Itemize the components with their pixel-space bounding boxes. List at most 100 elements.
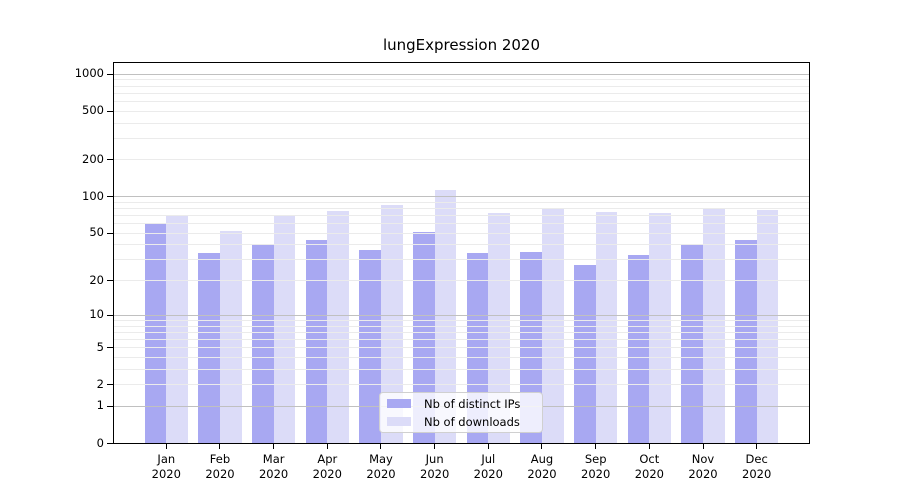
- x-tick-label-feb: Feb 2020: [190, 452, 250, 482]
- minor-gridline-600: [113, 100, 810, 102]
- x-tick-label-year-aug: 2020: [527, 467, 557, 481]
- y-tick-label-20: 20: [89, 272, 104, 287]
- x-tick-label-apr: Apr 2020: [297, 452, 357, 482]
- minor-gridline-60: [113, 223, 810, 225]
- x-tick-label-year-jun: 2020: [420, 467, 450, 481]
- x-tick-label-year-nov: 2020: [688, 467, 718, 481]
- bar-nb-of-distinct-ips-oct: [627, 254, 650, 444]
- x-tick-aug: [541, 444, 543, 449]
- x-tick-label-month-jul: Jul: [481, 452, 496, 466]
- x-tick-label-year-mar: 2020: [258, 467, 289, 481]
- x-tick-oct: [648, 444, 650, 449]
- legend-swatch-downloads: [387, 416, 411, 427]
- grid-layer: [113, 62, 810, 444]
- x-tick-label-jul: Jul 2020: [458, 452, 518, 482]
- bar-nb-of-distinct-ips-nov: [681, 244, 703, 444]
- x-tick-label-month-may: May: [369, 452, 393, 466]
- bar-nb-of-distinct-ips-jan: [144, 222, 167, 444]
- x-tick-feb: [219, 444, 221, 449]
- y-tick-label-50: 50: [89, 225, 104, 240]
- x-tick-label-month-feb: Feb: [209, 452, 231, 466]
- major-gridline-100: [113, 196, 810, 198]
- x-tick-label-year-jan: 2020: [151, 467, 181, 481]
- minor-gridline-5: [113, 347, 810, 349]
- y-tick-label-10: 10: [89, 307, 104, 322]
- bar-nb-of-distinct-ips-may: [359, 250, 381, 444]
- x-tick-label-month-jan: Jan: [157, 452, 176, 466]
- bar-nb-of-distinct-ips-sep: [573, 265, 596, 444]
- y-tick-label-1000: 1000: [74, 66, 104, 81]
- x-tick-dec: [756, 444, 758, 449]
- minor-gridline-80: [113, 208, 810, 210]
- x-tick-label-oct: Oct 2020: [619, 452, 679, 482]
- x-tick-label-dec: Dec 2020: [727, 452, 787, 482]
- bar-nb-of-distinct-ips-jun: [412, 232, 435, 444]
- legend-label-downloads: Nb of downloads: [424, 414, 520, 429]
- x-tick-label-year-dec: 2020: [742, 467, 772, 481]
- x-tick-label-year-oct: 2020: [634, 467, 664, 481]
- x-tick-label-aug: Aug 2020: [512, 452, 572, 482]
- minor-gridline-200: [113, 159, 810, 161]
- major-gridline-1000: [113, 73, 810, 75]
- x-tick-label-month-oct: Oct: [639, 452, 660, 466]
- minor-gridline-900: [113, 79, 810, 81]
- minor-gridline-800: [113, 85, 810, 87]
- y-tick-label-200: 200: [82, 151, 104, 166]
- minor-gridline-6: [113, 338, 810, 340]
- y-tick-label-5: 5: [96, 339, 104, 354]
- x-tick-mar: [273, 444, 275, 449]
- minor-gridline-50: [113, 232, 810, 234]
- minor-gridline-400: [113, 122, 810, 124]
- x-tick-label-year-sep: 2020: [581, 467, 611, 481]
- x-tick-label-month-aug: Aug: [530, 452, 554, 466]
- legend-swatch-distinct-ips: [387, 398, 411, 409]
- bar-nb-of-distinct-ips-mar: [251, 243, 274, 444]
- legend: Nb of distinct IPs Nb of downloads: [379, 392, 543, 433]
- x-tick-label-month-dec: Dec: [745, 452, 768, 466]
- legend-entry-distinct-ips: Nb of distinct IPs: [387, 395, 542, 413]
- minor-gridline-20: [113, 280, 810, 282]
- x-tick-label-month-apr: Apr: [317, 452, 338, 466]
- legend-entry-downloads: Nb of downloads: [387, 413, 542, 431]
- x-tick-label-year-may: 2020: [366, 467, 396, 481]
- minor-gridline-9: [113, 319, 810, 321]
- minor-gridline-90: [113, 201, 810, 203]
- legend-label-distinct-ips: Nb of distinct IPs: [424, 396, 521, 411]
- y-tick-label-2: 2: [96, 376, 104, 391]
- bar-nb-of-downloads-jan: [166, 215, 188, 444]
- x-tick-label-nov: Nov 2020: [673, 452, 733, 482]
- x-tick-may: [380, 444, 382, 449]
- minor-gridline-70: [113, 215, 810, 217]
- x-tick-label-month-mar: Mar: [262, 452, 285, 466]
- minor-gridline-500: [113, 110, 810, 112]
- x-tick-label-year-apr: 2020: [312, 467, 342, 481]
- x-tick-label-may: May 2020: [351, 452, 411, 482]
- minor-gridline-40: [113, 244, 810, 246]
- minor-gridline-4: [113, 356, 810, 358]
- minor-gridline-30: [113, 259, 810, 261]
- x-tick-label-year-feb: 2020: [205, 467, 235, 481]
- x-tick-nov: [702, 444, 704, 449]
- x-tick-jun: [434, 444, 436, 449]
- x-tick-label-year-jul: 2020: [473, 467, 503, 481]
- minor-gridline-300: [113, 137, 810, 139]
- bar-nb-of-distinct-ips-apr: [305, 239, 328, 444]
- major-gridline-10: [113, 314, 810, 316]
- y-tick-label-500: 500: [82, 103, 104, 118]
- minor-gridline-700: [113, 92, 810, 94]
- bar-nb-of-downloads-jun: [434, 190, 457, 444]
- x-tick-label-jan: Jan 2020: [136, 452, 196, 482]
- bar-nb-of-distinct-ips-feb: [198, 253, 220, 444]
- x-tick-label-jun: Jun 2020: [405, 452, 465, 482]
- x-tick-label-month-jun: Jun: [425, 452, 444, 466]
- minor-gridline-7: [113, 331, 810, 333]
- y-tick-label-0: 0: [96, 435, 104, 450]
- minor-gridline-2: [113, 384, 810, 386]
- x-tick-label-mar: Mar 2020: [244, 452, 304, 482]
- y-tick-label-1: 1: [96, 398, 104, 413]
- bar-nb-of-downloads-may: [380, 205, 403, 444]
- minor-gridline-3: [113, 368, 810, 370]
- x-tick-jan: [165, 444, 167, 449]
- x-tick-apr: [326, 444, 328, 449]
